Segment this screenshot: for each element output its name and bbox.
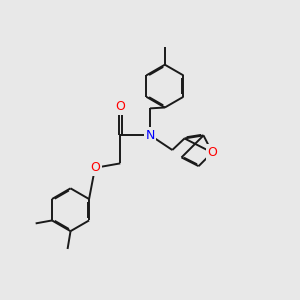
Text: O: O (207, 146, 217, 159)
Text: N: N (145, 129, 155, 142)
Text: O: O (115, 100, 125, 113)
Text: O: O (90, 161, 100, 174)
